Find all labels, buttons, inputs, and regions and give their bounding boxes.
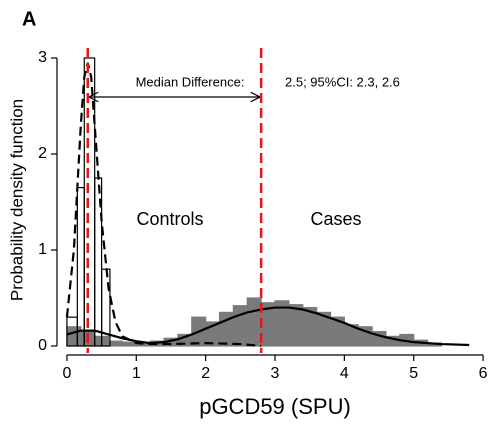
density-curve	[66, 306, 470, 347]
histogram-bar	[66, 326, 82, 347]
y-tick-label: 0	[38, 337, 47, 354]
x-tick-label: 4	[340, 365, 349, 382]
y-tick-label: 2	[38, 145, 47, 162]
y-axis-label: Probability density function	[7, 99, 26, 301]
x-tick-label: 6	[479, 365, 488, 382]
x-tick-label: 3	[271, 365, 280, 382]
histogram-bar	[121, 341, 137, 347]
density-curve	[65, 62, 262, 348]
y-tick-label: 3	[38, 49, 47, 66]
group-label: Controls	[136, 209, 203, 229]
histogram-bar	[232, 305, 248, 347]
annotation-value: 2.5; 95%CI: 2.3, 2.6	[285, 74, 400, 89]
x-tick-label: 5	[409, 365, 418, 382]
histogram-bar	[107, 340, 124, 347]
x-tick-label: 2	[201, 365, 210, 382]
histogram-bar	[288, 304, 304, 347]
x-tick-label: 1	[132, 365, 141, 382]
x-tick-label: 0	[62, 365, 71, 382]
histogram-bar	[76, 186, 85, 347]
panel-label: A	[22, 8, 36, 30]
x-axis-label: pGCD59 (SPU)	[199, 394, 351, 419]
annotation-label: Median Difference:	[136, 74, 245, 89]
histogram-bar	[246, 297, 262, 347]
group-label: Cases	[310, 209, 361, 229]
y-tick-label: 1	[38, 241, 47, 258]
